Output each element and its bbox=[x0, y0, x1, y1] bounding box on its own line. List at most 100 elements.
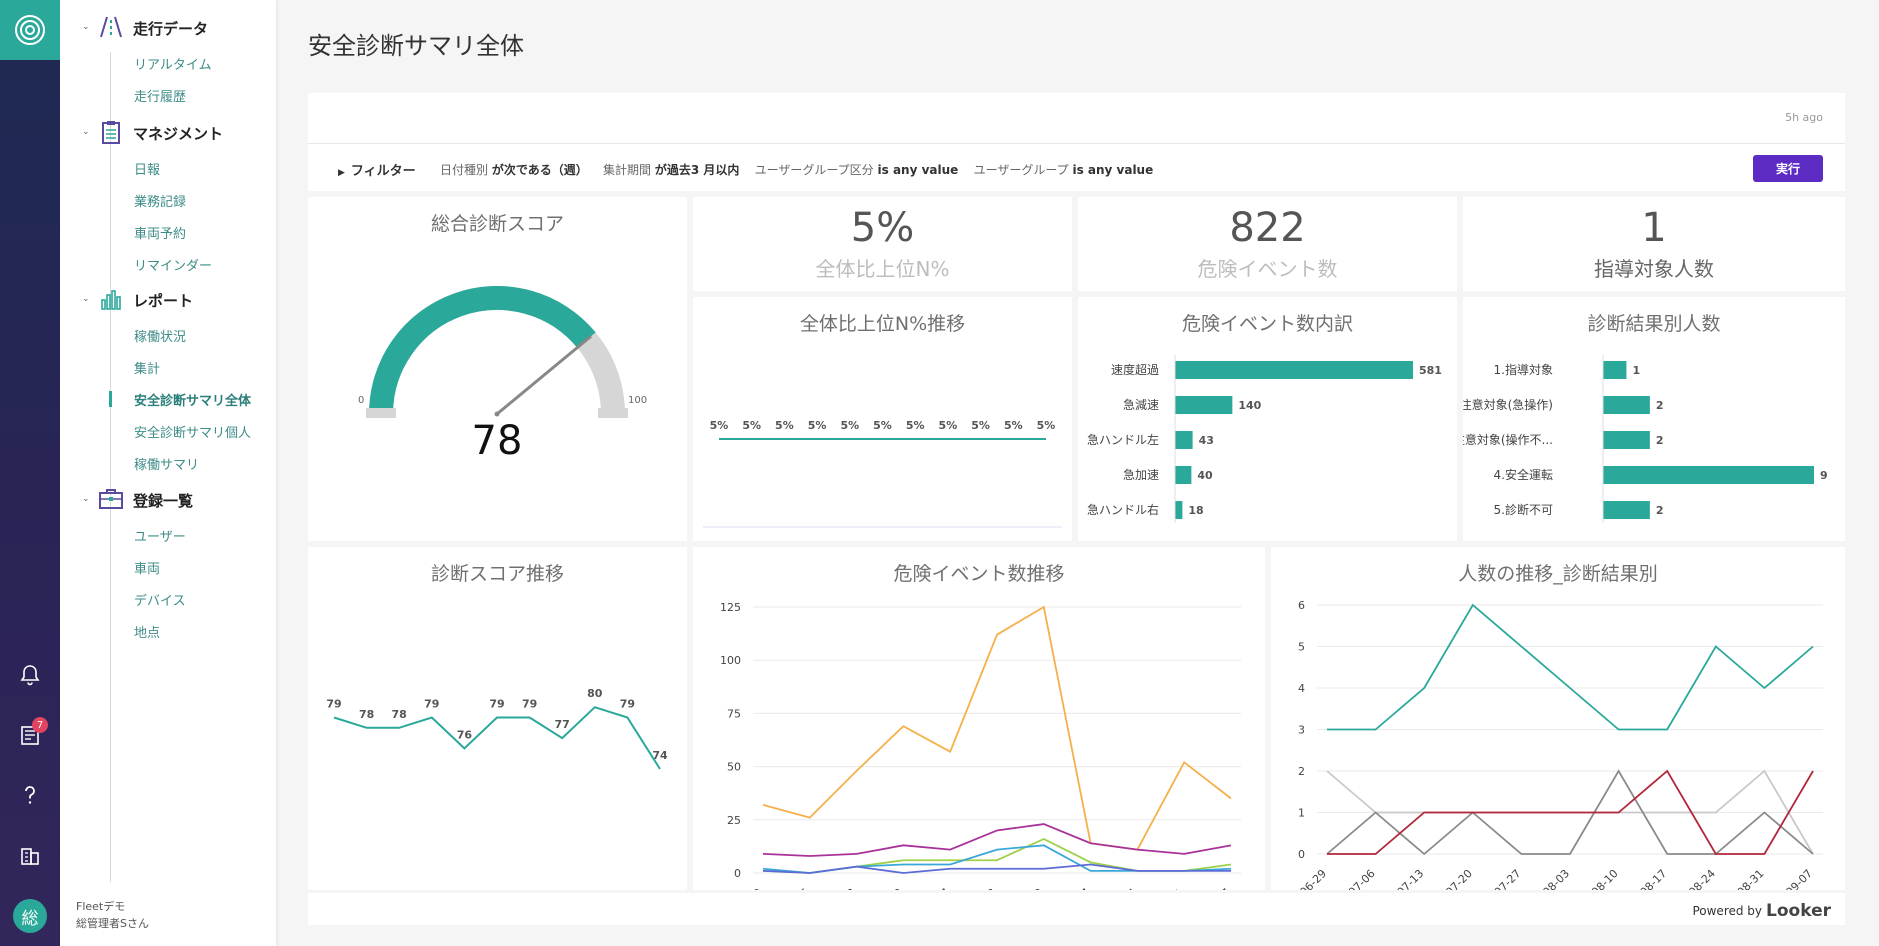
people-trend-y-tick: 5 bbox=[1298, 641, 1305, 654]
nav-item-daily-report[interactable]: 日報 bbox=[134, 163, 161, 178]
nav-section-management[interactable]: ⌄ マネジメント bbox=[60, 117, 276, 147]
kpi-value: 1 bbox=[1641, 205, 1667, 251]
dashboard-footer: Powered by Looker bbox=[308, 893, 1845, 925]
nav-item-history[interactable]: 走行履歴 bbox=[134, 90, 187, 105]
score-data-label: 79 bbox=[489, 698, 504, 711]
filter-name: ユーザーグループ bbox=[973, 163, 1069, 177]
diagnosis-category-label: 3.注意対象(操作不... bbox=[1463, 432, 1553, 447]
topn-data-label: 5% bbox=[808, 419, 827, 432]
people-trend-y-tick: 3 bbox=[1298, 724, 1305, 737]
powered-by-looker[interactable]: Powered by Looker bbox=[1692, 901, 1831, 921]
nav-item-vehicle-booking[interactable]: 車両予約 bbox=[134, 227, 187, 242]
nav-item-safety-summary-all[interactable]: 安全診断サマリ全体 bbox=[134, 394, 252, 409]
looker-logo: Looker bbox=[1766, 901, 1831, 921]
people-trend-series-line bbox=[1327, 603, 1814, 731]
nav-tree-line bbox=[110, 52, 111, 882]
event-bar bbox=[1175, 361, 1413, 379]
event-category-label: 急減速 bbox=[1123, 397, 1159, 412]
nav-item-vehicles[interactable]: 車両 bbox=[134, 562, 161, 577]
tile-title: 診断スコア推移 bbox=[430, 563, 564, 585]
user-avatar[interactable]: 総 bbox=[13, 899, 47, 933]
nav-item-operation-summary[interactable]: 稼働サマリ bbox=[134, 458, 200, 473]
tile-title: 全体比上位N%推移 bbox=[799, 313, 966, 335]
chevron-down-icon: ⌄ bbox=[82, 22, 90, 32]
nav-section-label: マネジメント bbox=[133, 125, 224, 143]
event-bar bbox=[1175, 431, 1193, 449]
nav-item-devices[interactable]: デバイス bbox=[134, 594, 186, 609]
news-icon bbox=[21, 726, 39, 745]
event-trend-x-tick: 20 bbox=[886, 886, 905, 890]
tile-event-trend: 危険イベント数推移 0 25 50 75 100 125 29 06 13 20 27 03 10 17 2… bbox=[693, 547, 1265, 890]
nav-item-aggregation[interactable]: 集計 bbox=[134, 362, 161, 377]
help-icon bbox=[25, 786, 35, 804]
filter-name: 集計期間 bbox=[603, 163, 652, 177]
diagnosis-bar bbox=[1603, 431, 1650, 449]
last-updated: 5h ago bbox=[1785, 111, 1823, 124]
nav-section-label: 走行データ bbox=[133, 20, 209, 38]
nav-item-reminder[interactable]: リマインダー bbox=[134, 259, 213, 274]
people-trend-x-tick: -07-06 bbox=[1343, 867, 1378, 890]
run-button[interactable]: 実行 bbox=[1753, 155, 1823, 182]
event-bar bbox=[1175, 466, 1192, 484]
news-button[interactable]: 7 bbox=[10, 715, 50, 755]
topn-data-label: 5% bbox=[939, 419, 958, 432]
gauge-base-left bbox=[366, 408, 396, 418]
tile-title: 総合診断スコア bbox=[430, 213, 564, 235]
page-title: 安全診断サマリ全体 bbox=[308, 32, 524, 60]
event-trend-x-tick: 24 bbox=[1120, 886, 1139, 890]
event-trend-y-tick: 25 bbox=[727, 814, 741, 827]
filter-bar: ▶ フィルター 日付種別 が次である（週） 集計期間 が過去3 月以内 ユーザーグ… bbox=[308, 143, 1845, 191]
filter-name: 日付種別 bbox=[440, 163, 489, 177]
score-data-label: 79 bbox=[522, 698, 537, 711]
gauge-value: 78 bbox=[472, 418, 523, 464]
nav-item-work-records[interactable]: 業務記録 bbox=[134, 195, 187, 210]
chevron-down-icon: ⌄ bbox=[82, 494, 90, 504]
score-data-label: 79 bbox=[620, 698, 635, 711]
diagnosis-value-label: 9 bbox=[1820, 469, 1828, 482]
diagnosis-category-label: 2.注意対象(急操作) bbox=[1463, 397, 1553, 412]
user-name: 総管理者Sさん bbox=[76, 917, 149, 930]
help-button[interactable] bbox=[10, 775, 50, 815]
gauge-pivot bbox=[494, 411, 500, 417]
filter-value: is any value bbox=[877, 163, 959, 177]
event-category-label: 急加速 bbox=[1123, 467, 1159, 482]
score-data-label: 79 bbox=[326, 698, 341, 711]
app-logo[interactable] bbox=[0, 0, 60, 60]
event-trend-x-tick: 27 bbox=[933, 886, 952, 890]
filter-toggle[interactable]: ▶ フィルター bbox=[338, 160, 416, 179]
people-trend-y-tick: 2 bbox=[1298, 765, 1305, 778]
logo-icon bbox=[15, 15, 45, 45]
active-indicator bbox=[109, 391, 112, 407]
nav-item-realtime[interactable]: リアルタイム bbox=[134, 58, 212, 73]
event-bar bbox=[1175, 396, 1233, 414]
event-category-label: 急ハンドル右 bbox=[1087, 502, 1159, 517]
nav-section-registration[interactable]: ⌄ 登録一覧 bbox=[60, 484, 276, 514]
filter-toggle-label: フィルター bbox=[350, 164, 416, 179]
nav-item-locations[interactable]: 地点 bbox=[134, 626, 161, 641]
topn-data-label: 5% bbox=[1004, 419, 1023, 432]
nav-item-safety-summary-individual[interactable]: 安全診断サマリ個人 bbox=[134, 426, 252, 441]
tile-title: 人数の推移_診断結果別 bbox=[1458, 563, 1658, 585]
score-series-line bbox=[333, 706, 661, 770]
topn-data-label: 5% bbox=[971, 419, 990, 432]
nav-item-users[interactable]: ユーザー bbox=[134, 530, 186, 545]
event-trend-series-line bbox=[762, 823, 1232, 857]
nav-section-reports[interactable]: ⌄ レポート bbox=[60, 284, 276, 314]
score-trend-chart: 79 78 78 79 76 79 79 77 80 79 74 bbox=[326, 687, 668, 770]
filter-summary[interactable]: 日付種別 が次である（週） 集計期間 が過去3 月以内 ユーザーグループ区分 i… bbox=[440, 161, 1153, 178]
event-bar bbox=[1175, 501, 1183, 519]
event-trend-x-tick: 13 bbox=[840, 886, 859, 890]
gauge-max-label: 100 bbox=[628, 395, 647, 406]
filter-value: is any value bbox=[1072, 163, 1154, 177]
people-trend-x-tick: -09-07 bbox=[1781, 867, 1816, 890]
nav-section-driving-data[interactable]: ⌄ 走行データ bbox=[60, 12, 276, 42]
company-button[interactable] bbox=[10, 835, 50, 875]
filter-value: が次である（週） bbox=[491, 163, 588, 177]
people-trend-y-tick: 6 bbox=[1298, 599, 1305, 612]
filter-name: ユーザーグループ区分 bbox=[754, 163, 874, 177]
notification-button[interactable] bbox=[10, 655, 50, 695]
score-data-label: 76 bbox=[457, 728, 473, 741]
score-data-label: 78 bbox=[359, 708, 374, 721]
nav-item-operation-status[interactable]: 稼働状況 bbox=[134, 330, 187, 345]
topn-data-label: 5% bbox=[742, 419, 761, 432]
